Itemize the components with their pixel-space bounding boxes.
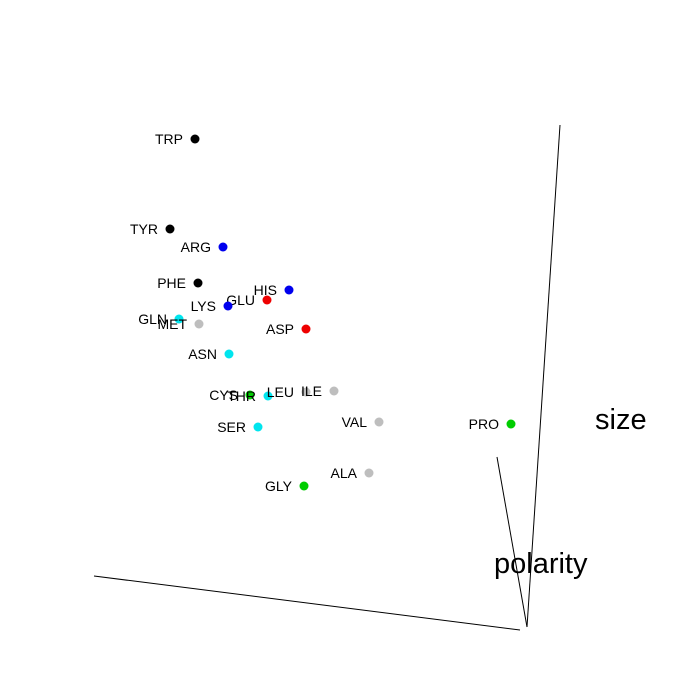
point-label-trp: TRP: [155, 131, 183, 147]
point-marker-pro: [506, 419, 516, 429]
point-marker-his: [284, 285, 294, 295]
point-label-arg: ARG: [181, 239, 211, 255]
point-marker-ser: [253, 422, 263, 432]
point-marker-lys: [223, 301, 233, 311]
point-marker-phe: [193, 278, 203, 288]
point-marker-trp: [190, 134, 200, 144]
point-label-ala: ALA: [331, 465, 358, 481]
point-label-phe: PHE: [157, 275, 186, 291]
point-marker-ala: [364, 468, 374, 478]
point-marker-met: [194, 319, 204, 329]
point-label-gln: GLN: [138, 311, 167, 327]
point-label-leu: LEU: [267, 384, 294, 400]
point-marker-cys: [245, 390, 255, 400]
point-label-cys: CYS: [209, 387, 238, 403]
point-label-ser: SER: [217, 419, 246, 435]
point-marker-asp: [301, 324, 311, 334]
point-label-asp: ASP: [266, 321, 294, 337]
point-marker-tyr: [165, 224, 175, 234]
size-axis-line: [526, 124, 561, 628]
point-label-his: HIS: [254, 282, 277, 298]
point-marker-asn: [224, 349, 234, 359]
point-marker-leu: [301, 387, 311, 397]
point-label-val: VAL: [342, 414, 368, 430]
point-label-lys: LYS: [191, 298, 216, 314]
point-marker-val: [374, 417, 384, 427]
size-axis-label: size: [595, 404, 647, 436]
point-marker-arg: [218, 242, 228, 252]
polarity-axis-label: polarity: [494, 548, 588, 580]
point-label-ile: ILE: [301, 383, 322, 399]
point-marker-thr: [263, 391, 273, 401]
point-label-gly: GLY: [265, 478, 293, 494]
axes-group: size polarity: [93, 124, 647, 631]
point-label-tyr: TYR: [130, 221, 158, 237]
point-label-glu: GLU: [226, 292, 255, 308]
point-label-pro: PRO: [469, 416, 499, 432]
point-marker-glu: [262, 295, 272, 305]
point-marker-gln: [174, 314, 184, 324]
point-label-asn: ASN: [188, 346, 217, 362]
polarity-axis-line: [496, 456, 528, 628]
front-floor-axis-line: [93, 575, 521, 631]
point-label-thr: THR: [227, 388, 256, 404]
point-marker-gly: [299, 481, 309, 491]
point-label-met: MET: [157, 316, 187, 332]
point-marker-ile: [329, 386, 339, 396]
